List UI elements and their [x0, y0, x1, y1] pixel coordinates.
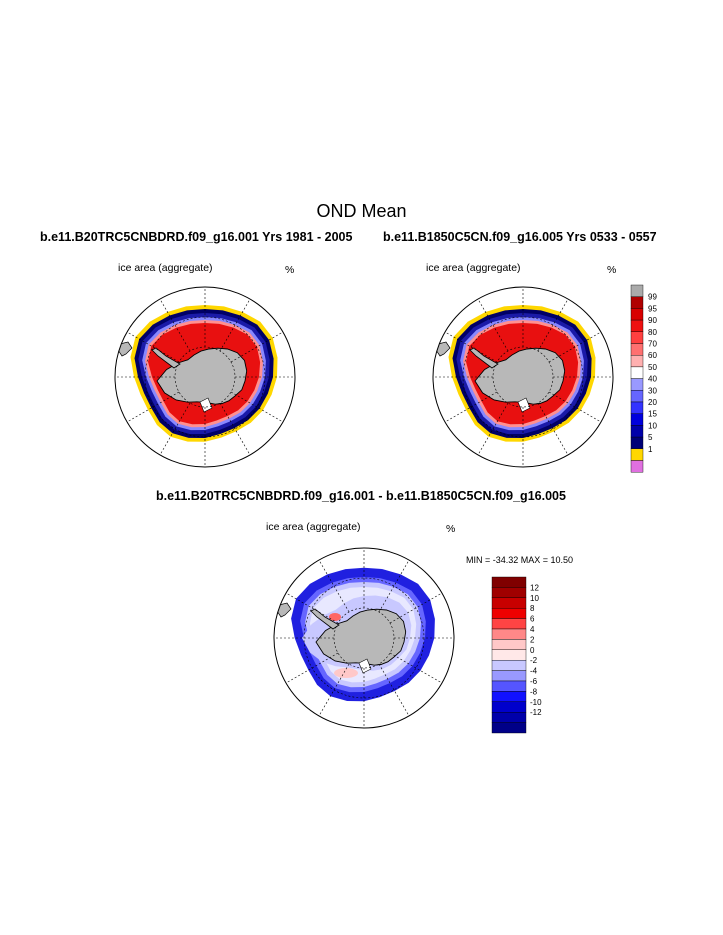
abs-colorbar: 99 95 90 80 70 60 50 40 30 20 15 10 5 1: [630, 284, 657, 473]
diff-colorbar: 12 108 642 0-2 -4-6-8 -10-12: [491, 576, 542, 734]
colorbar-swatch: [491, 649, 527, 661]
left-panel-title: b.e11.B20TRC5CNBDRD.f09_g16.001 Yrs 1981…: [40, 230, 353, 244]
colorbar-swatch: [491, 722, 527, 734]
antarctic-peninsula: [469, 347, 499, 369]
colorbar-swatch: [630, 436, 644, 450]
meridian-line: [126, 391, 180, 423]
colorbar-label: 15: [648, 410, 657, 419]
colorbar-swatch: [630, 284, 644, 297]
antarctic-peninsula: [151, 347, 181, 369]
colorbar-label: 70: [648, 340, 657, 349]
colorbar-swatch: [491, 587, 527, 598]
diff-minmax-label: MIN = -34.32 MAX = 10.50: [466, 555, 574, 565]
ice-shelf: [517, 397, 531, 413]
right-unit-label: %: [607, 264, 617, 276]
ice-shelf: [199, 397, 213, 413]
right-variable-label: ice area (aggregate): [426, 262, 521, 274]
colorbar-swatch: [630, 319, 644, 332]
colorbar-swatch: [630, 296, 644, 309]
colorbar-swatch: [491, 576, 527, 588]
colorbar-label: 60: [648, 351, 657, 360]
colorbar-swatch: [630, 390, 644, 403]
colorbar-label: -10: [530, 698, 542, 707]
colorbar-label: 2: [530, 635, 535, 644]
colorbar-label: 95: [648, 304, 657, 313]
colorbar-swatch: [630, 413, 644, 426]
diff-positive-patch: [329, 613, 341, 621]
colorbar-swatch: [630, 401, 644, 414]
antarctic-peninsula: [310, 608, 340, 630]
diff-unit-label: %: [446, 523, 456, 535]
diff-variable-label: ice area (aggregate): [266, 521, 361, 533]
map-border: [432, 286, 614, 468]
diff-positive-patch: [334, 668, 358, 678]
map-border: [114, 286, 296, 468]
colorbar-label: 5: [648, 433, 653, 442]
diff-panel-title: b.e11.B20TRC5CNBDRD.f09_g16.001 - b.e11.…: [156, 489, 566, 503]
colorbar-label: 6: [530, 615, 535, 624]
colorbar-swatch: [491, 659, 527, 671]
colorbar-swatch: [491, 597, 527, 609]
colorbar-swatch: [491, 711, 527, 723]
colorbar-swatch: [630, 425, 644, 438]
left-variable-label: ice area (aggregate): [118, 262, 213, 274]
diff-polar-map: [273, 547, 455, 729]
colorbar-label: -12: [530, 708, 542, 717]
colorbar-label: 12: [530, 583, 539, 592]
colorbar-label: -8: [530, 687, 538, 696]
colorbar-swatch: [491, 680, 527, 692]
colorbar-label: 99: [648, 293, 657, 302]
right-panel-title: b.e11.B1850C5CN.f09_g16.005 Yrs 0533 - 0…: [383, 230, 657, 244]
colorbar-label: -4: [530, 667, 538, 676]
colorbar-label: 20: [648, 398, 657, 407]
left-polar-map: [114, 286, 296, 468]
colorbar-label: 1: [648, 445, 653, 454]
colorbar-swatch: [630, 331, 644, 344]
colorbar-swatch: [630, 343, 644, 356]
colorbar-label: -2: [530, 656, 538, 665]
colorbar-label: 90: [648, 316, 657, 325]
map-border: [273, 547, 455, 729]
colorbar-swatch: [630, 354, 644, 368]
right-polar-map: [432, 286, 614, 468]
colorbar-label: 4: [530, 625, 535, 634]
colorbar-swatch: [630, 448, 644, 461]
colorbar-swatch: [630, 460, 644, 473]
colorbar-label: 50: [648, 363, 657, 372]
colorbar-swatch: [630, 308, 644, 321]
colorbar-label: 80: [648, 328, 657, 337]
colorbar-swatch: [491, 670, 527, 682]
colorbar-swatch: [491, 628, 527, 640]
meridian-line: [126, 331, 180, 363]
colorbar-swatch: [491, 608, 527, 619]
page-title: OND Mean: [316, 201, 407, 221]
colorbar-label: 10: [530, 594, 539, 603]
colorbar-swatch: [491, 691, 527, 703]
meridian-line: [318, 663, 350, 717]
ice-shelf: [358, 658, 372, 674]
colorbar-label: 8: [530, 604, 535, 613]
colorbar-label: -6: [530, 677, 538, 686]
colorbar-label: 40: [648, 375, 657, 384]
colorbar-swatch: [630, 366, 644, 379]
colorbar-label: 30: [648, 386, 657, 395]
colorbar-swatch: [630, 378, 644, 391]
meridian-line: [548, 331, 602, 363]
left-unit-label: %: [285, 264, 295, 276]
colorbar-swatch: [491, 618, 527, 630]
colorbar-swatch: [491, 701, 527, 713]
colorbar-label: 0: [530, 646, 535, 655]
colorbar-label: 10: [648, 421, 657, 430]
colorbar-swatch: [491, 639, 527, 651]
